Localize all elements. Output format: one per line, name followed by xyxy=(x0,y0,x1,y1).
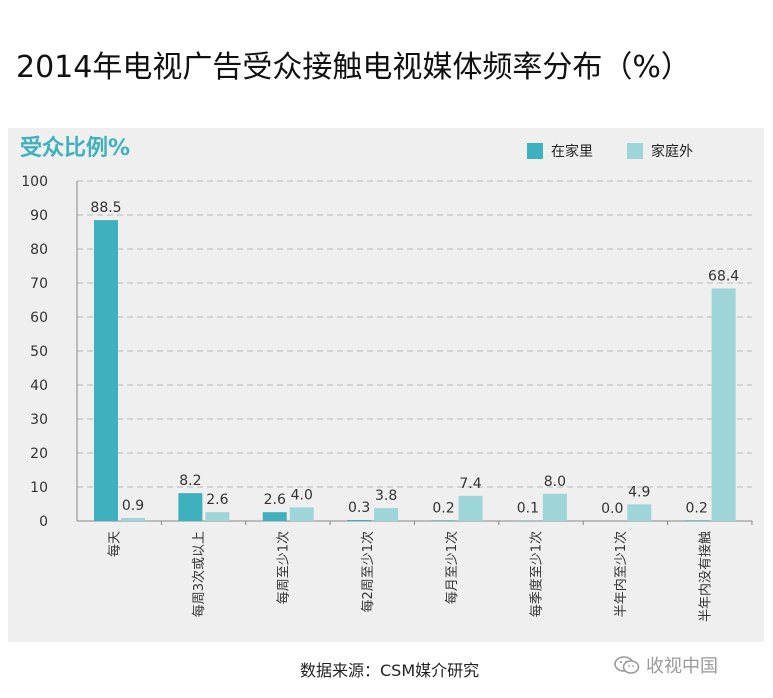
data-label: 88.5 xyxy=(90,200,121,216)
data-label: 8.0 xyxy=(544,474,566,490)
y-tick-label: 100 xyxy=(21,174,48,190)
bar xyxy=(262,512,287,521)
data-label: 4.9 xyxy=(628,484,650,500)
bar xyxy=(94,220,118,521)
bar xyxy=(205,512,230,521)
y-axis-label: 受众比例% xyxy=(20,136,131,161)
bar xyxy=(121,517,145,521)
bar xyxy=(347,519,372,521)
x-tick-label: 每周至少1次 xyxy=(275,531,291,604)
bar xyxy=(627,504,652,521)
legend: 在家里 家庭外 xyxy=(527,141,727,161)
legend-label-outside: 家庭外 xyxy=(651,144,693,160)
y-tick-label: 30 xyxy=(30,412,48,428)
data-label: 8.2 xyxy=(179,473,201,489)
legend-swatch-home xyxy=(527,143,543,159)
y-tick-label: 20 xyxy=(30,446,48,462)
legend-label-home: 在家里 xyxy=(551,144,593,160)
x-tick-label: 半年内没有接触 xyxy=(697,531,713,622)
bar xyxy=(431,520,456,521)
y-tick-label: 50 xyxy=(30,344,48,360)
x-tick-label: 每2周至少1次 xyxy=(360,531,376,613)
data-label: 7.4 xyxy=(459,476,481,492)
data-label: 68.4 xyxy=(708,268,739,284)
y-tick-label: 80 xyxy=(30,242,48,258)
data-label: 0.0 xyxy=(601,501,623,517)
legend-swatch-outside xyxy=(627,143,643,159)
page-title: 2014年电视广告受众接触电视媒体频率分布（%） xyxy=(16,50,691,85)
watermark: 收视中国 xyxy=(614,652,718,678)
bar xyxy=(458,495,483,521)
x-tick-label: 每周3次或以上 xyxy=(191,531,207,617)
y-tick-label: 70 xyxy=(30,276,48,292)
data-label: 0.1 xyxy=(517,501,539,517)
y-tick-label: 10 xyxy=(30,480,48,496)
data-source: 数据来源：CSM媒介研究 xyxy=(300,661,480,680)
x-tick-label: 每月至少1次 xyxy=(444,531,460,604)
data-label: 2.6 xyxy=(264,492,286,508)
x-tick-label: 每季度至少1次 xyxy=(529,531,545,617)
data-label: 0.2 xyxy=(432,500,454,516)
data-label: 0.9 xyxy=(122,498,144,514)
y-tick-label: 0 xyxy=(39,514,48,530)
data-label: 0.2 xyxy=(685,500,707,516)
y-tick-label: 60 xyxy=(30,310,48,326)
bar xyxy=(289,507,314,521)
bar xyxy=(542,493,567,521)
bar xyxy=(711,288,736,521)
watermark-text: 收视中国 xyxy=(646,656,718,677)
bar xyxy=(684,520,709,521)
data-label: 4.0 xyxy=(291,487,313,503)
y-tick-label: 40 xyxy=(30,378,48,394)
legend-item-home: 在家里 xyxy=(527,141,593,161)
x-tick-label: 每天 xyxy=(107,531,123,557)
data-label: 2.6 xyxy=(206,492,228,508)
y-tick-label: 90 xyxy=(30,208,48,224)
wechat-icon xyxy=(614,656,640,674)
x-tick-label: 半年内至少1次 xyxy=(613,531,629,617)
bar xyxy=(178,493,203,521)
data-label: 0.3 xyxy=(348,500,370,516)
legend-item-outside: 家庭外 xyxy=(627,141,693,161)
data-label: 3.8 xyxy=(375,488,397,504)
bar xyxy=(374,508,399,521)
